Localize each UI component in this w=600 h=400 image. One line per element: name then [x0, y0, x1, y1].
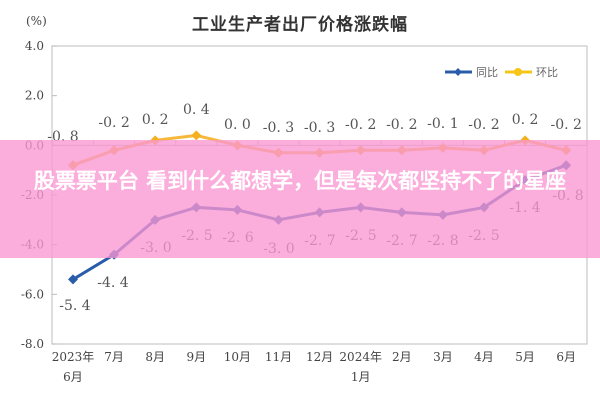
overlay-banner [0, 140, 600, 258]
x-tick-label: 7月 [104, 350, 124, 364]
overlay-caption: 股票票平台 看到什么都想学，但是每次都坚持不了的星座 [33, 169, 567, 193]
mom-data-label: -0. 2 [345, 117, 376, 133]
mom-data-label: -0. 3 [304, 120, 335, 136]
yoy-data-label: -5. 4 [59, 298, 91, 314]
x-tick-label: 6月 [556, 350, 576, 364]
mom-data-label: 0. 2 [142, 112, 169, 128]
mom-data-label: -0. 2 [550, 117, 581, 133]
x-tick-label: 11月 [265, 350, 292, 364]
yoy-data-label: -4. 4 [97, 275, 129, 291]
x-tick-label: 8月 [145, 350, 165, 364]
x-tick-label: 5月 [515, 350, 535, 364]
x-tick-label: 6月 [63, 370, 83, 384]
y-tick-label: -6.0 [21, 287, 44, 301]
mom-data-label: -0. 2 [468, 117, 499, 133]
y-tick-label: 4.0 [25, 39, 44, 53]
legend-mom-marker [514, 68, 522, 76]
mom-data-label: 0. 2 [512, 112, 539, 128]
y-tick-label: -8.0 [21, 337, 44, 351]
x-tick-label: 2024年 [339, 350, 382, 364]
chart-title: 工业生产者出厂价格涨跌幅 [192, 15, 408, 35]
legend-mom-label: 环比 [536, 66, 558, 79]
mom-data-label: -0. 2 [386, 117, 417, 133]
mom-marker [191, 130, 202, 141]
x-tick-label: 12月 [306, 350, 333, 364]
y-axis-unit: (%) [26, 14, 47, 28]
x-tick-label: 2月 [392, 350, 412, 364]
mom-data-label: -0. 1 [427, 116, 458, 132]
legend-yoy-marker [454, 68, 462, 76]
mom-data-label: 0. 4 [183, 102, 210, 118]
yoy-marker [68, 274, 78, 285]
x-tick-label: 2023年 [52, 350, 95, 364]
mom-data-label: -0. 3 [263, 120, 294, 136]
y-tick-label: 2.0 [25, 89, 44, 103]
x-tick-label: 9月 [186, 350, 206, 364]
x-tick-label: 1月 [351, 370, 371, 384]
mom-data-label: 0. 0 [224, 117, 251, 133]
x-tick-label: 3月 [433, 350, 453, 364]
mom-data-label: -0. 2 [98, 115, 129, 131]
x-tick-label: 4月 [474, 350, 494, 364]
legend-yoy-label: 同比 [476, 66, 498, 79]
x-tick-label: 10月 [224, 350, 251, 364]
